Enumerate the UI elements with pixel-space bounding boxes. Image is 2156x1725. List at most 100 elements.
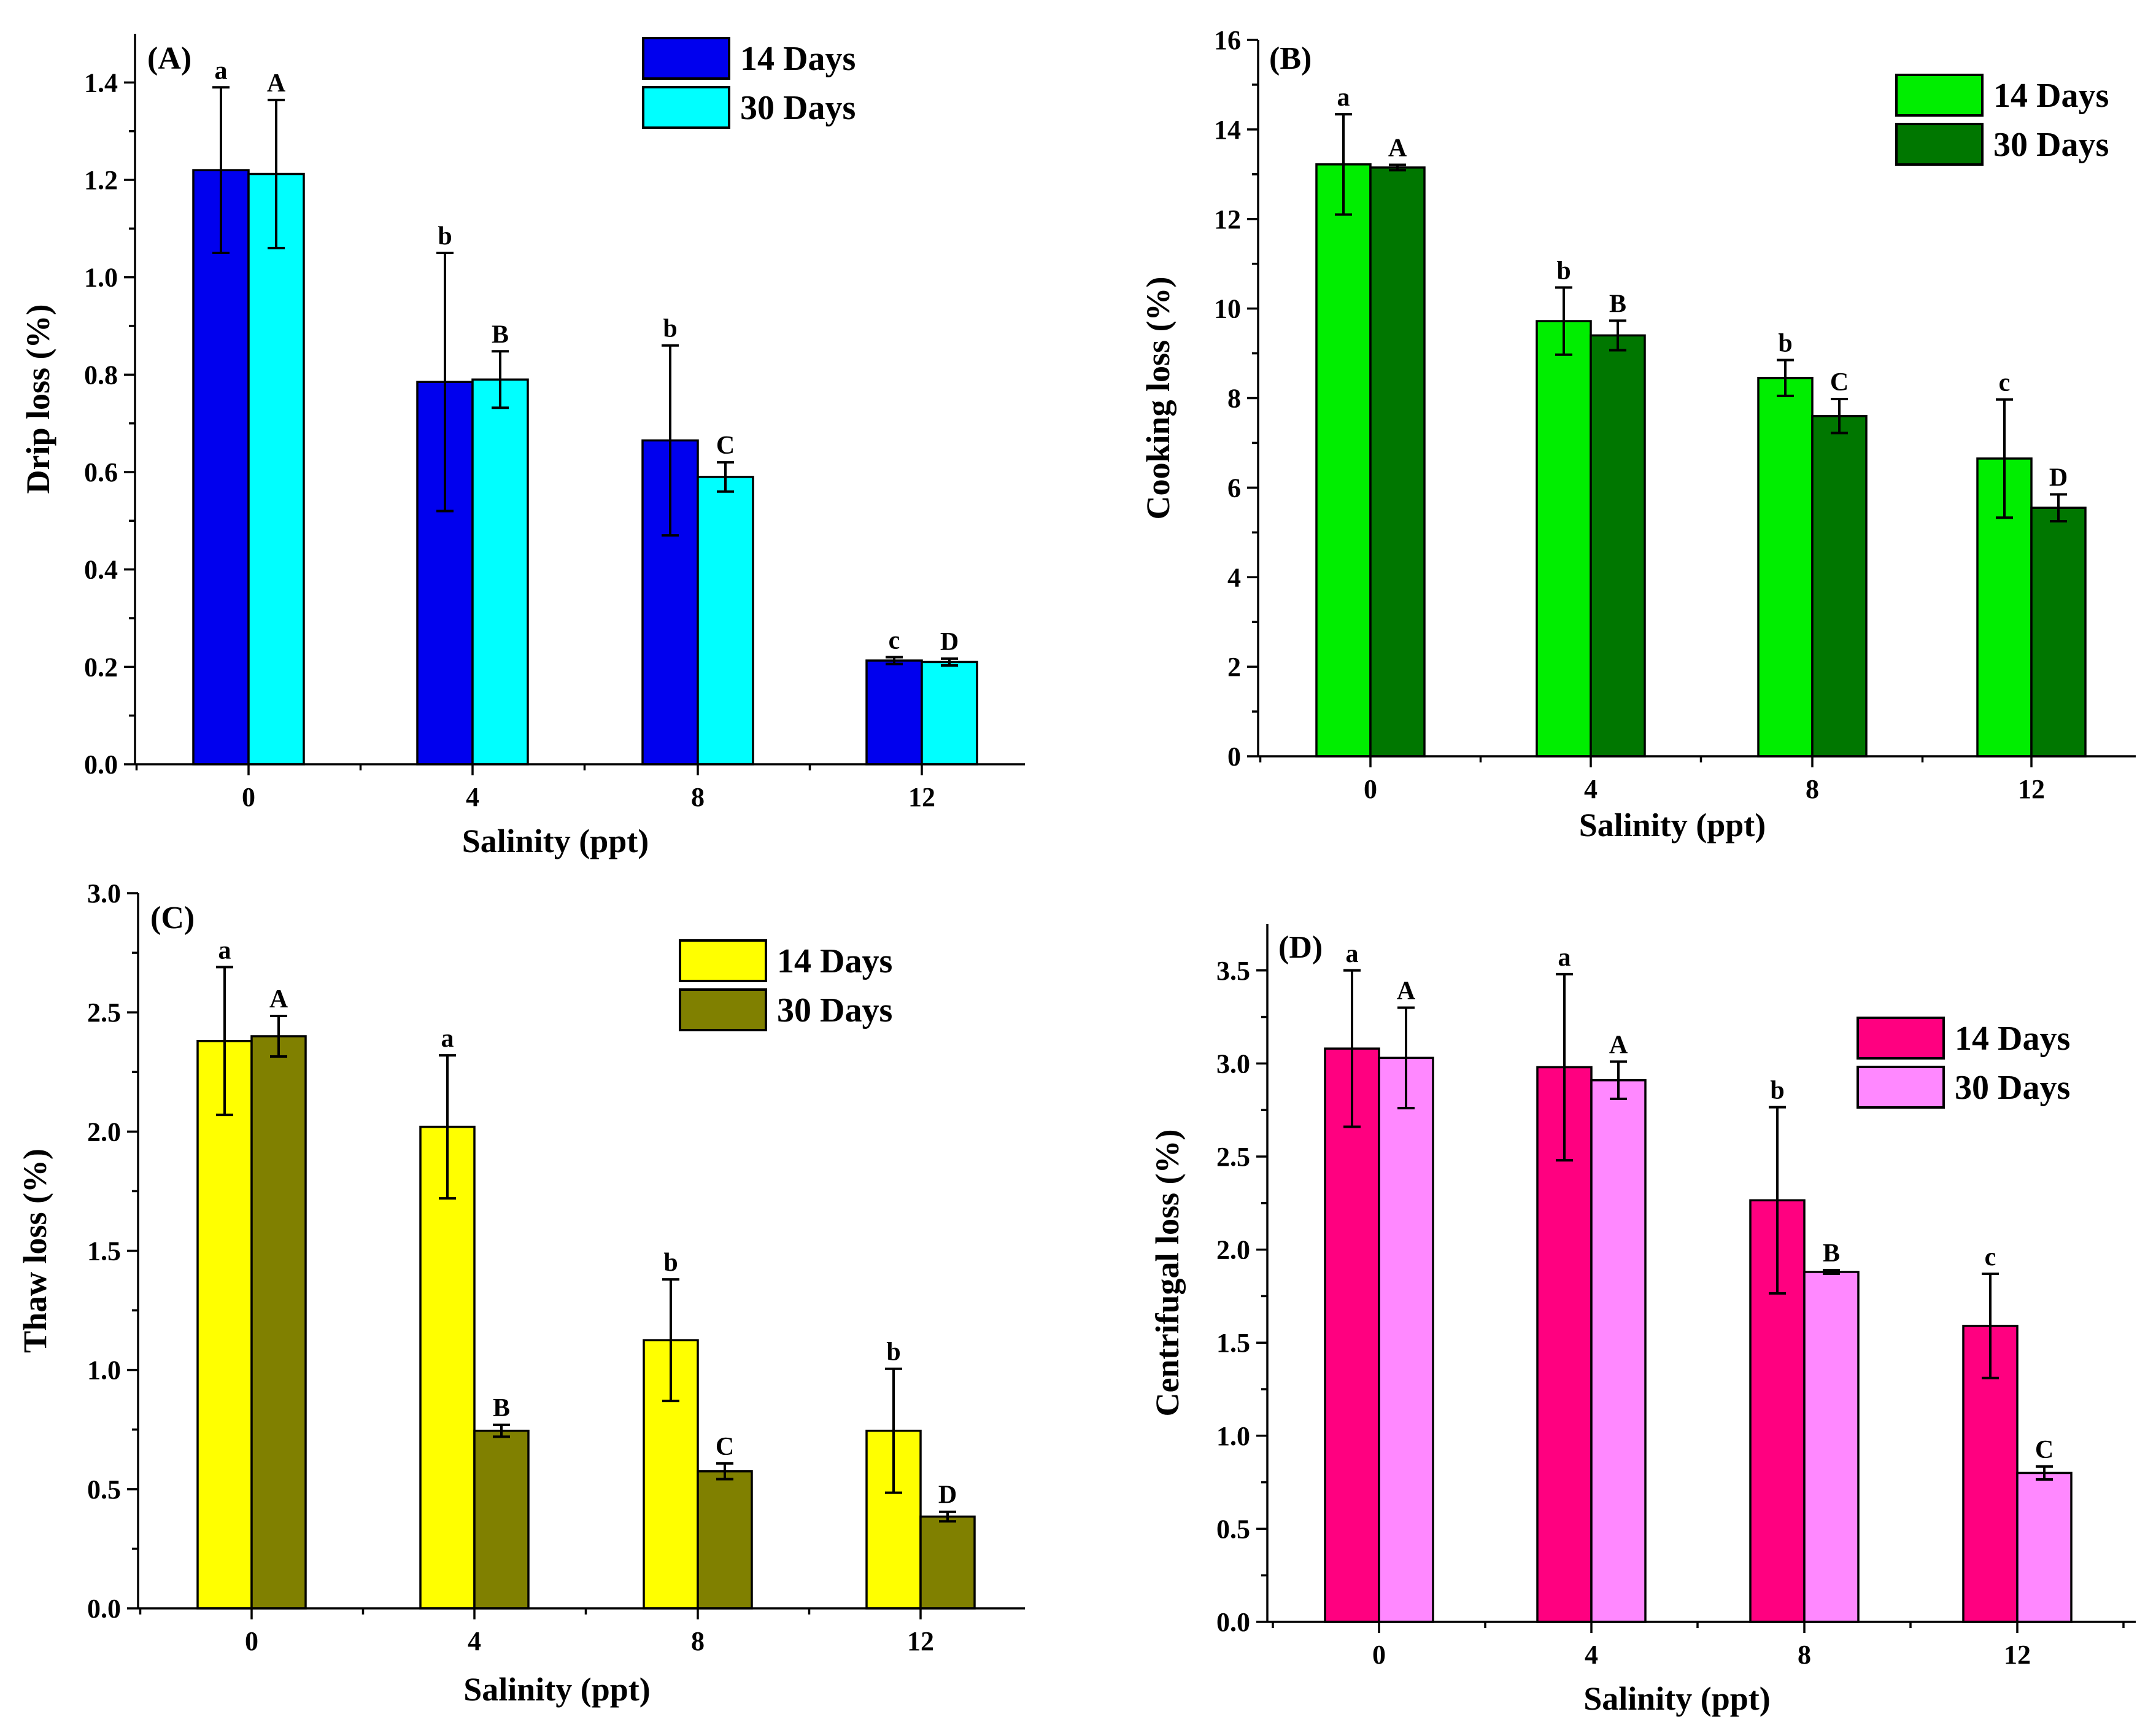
panel-label: (B) <box>1269 41 1312 76</box>
y-tick-label: 0.0 <box>87 1594 121 1624</box>
x-tick-label: 12 <box>2004 1640 2031 1670</box>
y-tick-label: 1.5 <box>1216 1328 1250 1358</box>
x-tick-label: 0 <box>245 1626 258 1656</box>
significance-letter: a <box>218 936 231 964</box>
y-tick-label: 1.5 <box>87 1236 121 1266</box>
x-axis-title: Salinity (ppt) <box>1583 1680 1771 1717</box>
panel-label: (C) <box>150 901 195 936</box>
bar <box>1757 376 1814 758</box>
bar <box>919 1515 976 1610</box>
bar <box>1811 414 1868 758</box>
bar <box>2016 1471 2073 1623</box>
bar <box>250 1035 307 1610</box>
significance-letter: c <box>889 626 900 654</box>
bar <box>1590 334 1646 758</box>
y-tick-label: 12 <box>1214 204 1241 235</box>
significance-letter: C <box>716 1433 734 1461</box>
x-tick-label: 0 <box>1364 774 1377 804</box>
significance-letter: b <box>663 315 677 343</box>
y-tick-label: 0.2 <box>84 652 118 682</box>
y-tick-label: 1.0 <box>1216 1421 1250 1451</box>
legend-swatch <box>1857 1017 1945 1060</box>
bar <box>1315 163 1372 758</box>
legend-label: 30 Days <box>1955 1069 2070 1107</box>
legend-label: 30 Days <box>777 991 892 1029</box>
y-tick-label: 1.0 <box>84 263 118 293</box>
significance-letter: C <box>2035 1436 2054 1464</box>
y-axis-title: Cooking loss (%) <box>1140 276 1177 519</box>
legend-label: 14 Days <box>777 942 892 980</box>
y-tick-label: 2.5 <box>87 998 121 1028</box>
x-tick-label: 4 <box>466 782 479 812</box>
bar <box>865 659 923 766</box>
significance-letter: a <box>1337 83 1350 112</box>
y-tick-label: 2.5 <box>1216 1142 1250 1172</box>
legend-label: 30 Days <box>740 89 856 127</box>
bar <box>1369 166 1426 758</box>
y-tick-label: 3.5 <box>1216 956 1250 986</box>
legend-swatch <box>1895 123 1984 166</box>
significance-letter: c <box>1985 1243 1996 1271</box>
y-axis-title: Centrifugal loss (%) <box>1149 1130 1186 1417</box>
significance-letter: a <box>215 56 228 85</box>
bar <box>1536 320 1592 758</box>
significance-letter: C <box>1830 368 1849 397</box>
y-tick-label: 8 <box>1227 384 1241 414</box>
y-tick-label: 0.4 <box>84 555 118 585</box>
y-tick-label: 3.0 <box>87 878 121 909</box>
panel-label: (A) <box>147 41 191 76</box>
y-axis-title: Thaw loss (%) <box>17 1149 53 1353</box>
y-tick-label: 0 <box>1227 742 1241 772</box>
bar <box>471 378 529 766</box>
y-tick-label: 0.0 <box>1216 1607 1250 1637</box>
x-tick-label: 4 <box>1585 1640 1598 1670</box>
panel-label: (D) <box>1278 930 1323 965</box>
y-tick-label: 0.6 <box>84 457 118 487</box>
significance-letter: D <box>2049 463 2068 492</box>
y-tick-label: 1.0 <box>87 1355 121 1386</box>
legend-label: 14 Days <box>1955 1020 2070 1058</box>
x-tick-label: 12 <box>2018 774 2045 804</box>
bar <box>1590 1079 1647 1623</box>
x-tick-label: 4 <box>468 1626 481 1656</box>
significance-letter: b <box>663 1249 678 1277</box>
y-tick-label: 0.8 <box>84 360 118 390</box>
legend-swatch <box>679 939 767 982</box>
x-tick-label: 12 <box>907 1626 934 1656</box>
bar <box>1378 1056 1434 1623</box>
significance-letter: D <box>940 628 959 656</box>
significance-letter: b <box>1770 1077 1784 1105</box>
legend-swatch <box>1895 74 1984 117</box>
bar <box>473 1429 530 1610</box>
significance-letter: b <box>1556 257 1571 285</box>
significance-letter: b <box>438 222 452 250</box>
bar <box>192 169 250 766</box>
significance-letter: a <box>1558 944 1571 972</box>
chart-panel-A: a b b c A B C D 0.0 0.2 0.4 0.6 0.8 1.0 1.2 1.4 0 4 8 12 Sal… <box>20 34 1025 859</box>
y-tick-label: 1.2 <box>84 165 118 195</box>
y-tick-label: 6 <box>1227 473 1241 503</box>
significance-letter: D <box>938 1481 957 1510</box>
x-axis-title: Salinity (ppt) <box>1579 807 1766 843</box>
legend-swatch <box>679 988 767 1031</box>
x-tick-label: 0 <box>1372 1640 1386 1670</box>
y-tick-label: 1.4 <box>84 68 118 98</box>
significance-letter: c <box>1999 369 2011 397</box>
y-tick-label: 16 <box>1214 25 1241 55</box>
bar <box>921 661 978 766</box>
bar <box>1324 1047 1380 1623</box>
y-tick-label: 2.0 <box>1216 1235 1250 1265</box>
y-tick-label: 2 <box>1227 652 1241 682</box>
x-tick-label: 12 <box>908 782 935 812</box>
significance-letter: a <box>441 1025 454 1053</box>
x-tick-label: 4 <box>1584 774 1598 804</box>
legend-label: 14 Days <box>1993 77 2109 115</box>
significance-letter: A <box>1397 977 1416 1005</box>
bar <box>697 1470 753 1610</box>
y-tick-label: 10 <box>1214 294 1241 324</box>
x-axis-title: Salinity (ppt) <box>463 1671 651 1708</box>
bar <box>419 1125 476 1610</box>
y-tick-label: 0.5 <box>1216 1514 1250 1544</box>
legend-swatch <box>642 86 730 129</box>
